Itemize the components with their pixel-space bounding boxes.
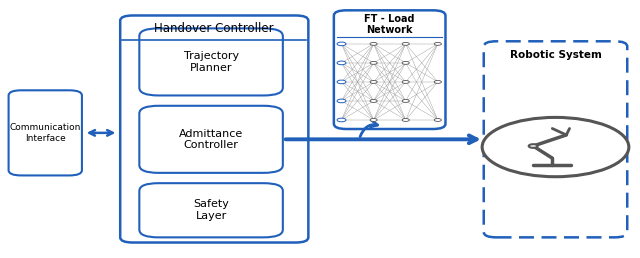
Circle shape (370, 80, 377, 83)
Circle shape (402, 80, 410, 83)
Circle shape (370, 42, 377, 45)
Circle shape (337, 80, 346, 84)
Circle shape (435, 118, 442, 122)
Circle shape (402, 118, 410, 122)
FancyBboxPatch shape (140, 183, 283, 237)
Circle shape (482, 117, 629, 177)
FancyBboxPatch shape (140, 28, 283, 95)
Circle shape (529, 144, 538, 148)
Circle shape (435, 42, 442, 45)
Text: Admittance
Controller: Admittance Controller (179, 128, 243, 150)
Text: Communication
Interface: Communication Interface (10, 123, 81, 143)
FancyBboxPatch shape (120, 15, 308, 243)
Circle shape (402, 42, 410, 45)
Circle shape (370, 100, 377, 102)
Circle shape (337, 61, 346, 65)
Circle shape (337, 118, 346, 122)
Circle shape (402, 100, 410, 102)
Text: Handover Controller: Handover Controller (154, 22, 274, 35)
Text: FT - Load
Network: FT - Load Network (364, 14, 415, 35)
Text: Trajectory
Planner: Trajectory Planner (184, 51, 239, 73)
FancyBboxPatch shape (140, 106, 283, 173)
Circle shape (337, 42, 346, 46)
Circle shape (337, 99, 346, 103)
FancyBboxPatch shape (484, 41, 627, 237)
Circle shape (370, 118, 377, 122)
Circle shape (435, 80, 442, 83)
Text: Robotic System: Robotic System (509, 51, 602, 60)
FancyBboxPatch shape (334, 10, 445, 129)
Text: Safety
Layer: Safety Layer (193, 199, 229, 221)
Circle shape (402, 61, 410, 64)
FancyBboxPatch shape (8, 90, 82, 175)
Circle shape (370, 61, 377, 64)
